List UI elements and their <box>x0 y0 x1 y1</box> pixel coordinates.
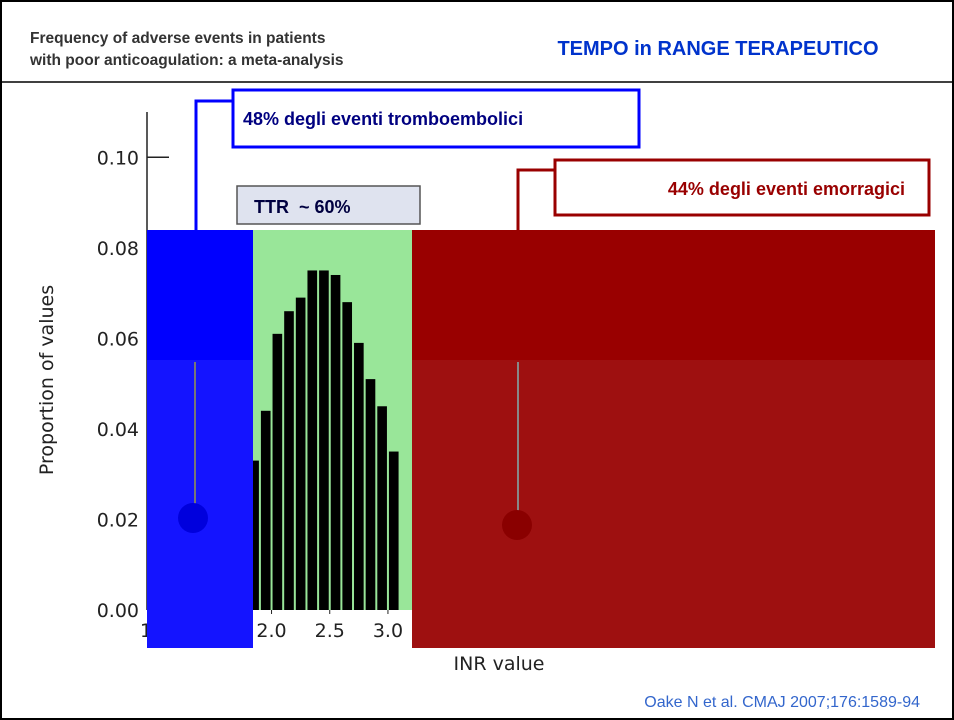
ttr-box <box>236 185 421 225</box>
bar <box>377 406 387 610</box>
y-tick-label: 0.06 <box>97 328 139 350</box>
ttr-text: TTR ~ 60% <box>254 197 351 217</box>
y-tick-label: 0.02 <box>97 509 139 531</box>
callout-line <box>194 99 233 230</box>
x-tick-label: 2.0 <box>256 620 286 642</box>
slide-title: TEMPO in RANGE TERAPEUTICO <box>557 38 878 60</box>
high-inr-band <box>412 360 935 648</box>
y-axis-label: Proportion of values <box>36 285 58 475</box>
bar <box>307 270 318 610</box>
pointer-dot <box>502 510 532 540</box>
y-tick-label: 0.04 <box>97 419 139 441</box>
callout-box <box>231 88 641 149</box>
bar <box>342 302 353 610</box>
bar <box>365 379 376 610</box>
bar <box>330 274 341 610</box>
bar <box>319 270 329 610</box>
bar <box>354 342 364 610</box>
pointer-dot <box>178 503 208 533</box>
chart-title: with poor anticoagulation: a meta-analys… <box>29 52 344 69</box>
y-tick-label: 0.10 <box>97 147 139 169</box>
y-tick-label: 0.00 <box>97 600 139 622</box>
bar <box>249 460 259 610</box>
callout-text: 48% degli eventi tromboembolici <box>243 109 523 129</box>
bar <box>388 451 399 610</box>
x-tick-label: 2.5 <box>315 620 345 642</box>
low-inr-band <box>147 360 253 648</box>
x-tick-label: 3.0 <box>373 620 403 642</box>
bar <box>295 297 306 610</box>
chart-title: Frequency of adverse events in patients <box>30 30 325 47</box>
bar <box>260 410 271 610</box>
low-inr-band <box>147 230 253 360</box>
source: Oake N et al. CMAJ 2007;176:1589-94 <box>644 694 920 711</box>
y-tick-label: 0.08 <box>97 238 139 260</box>
bar <box>284 311 294 610</box>
callout-box <box>553 158 931 217</box>
callout-line <box>516 168 555 230</box>
high-inr-band <box>412 230 935 360</box>
bar <box>272 333 283 610</box>
x-axis-label: INR value <box>454 653 545 675</box>
callout-text: 44% degli eventi emorragici <box>668 179 905 199</box>
